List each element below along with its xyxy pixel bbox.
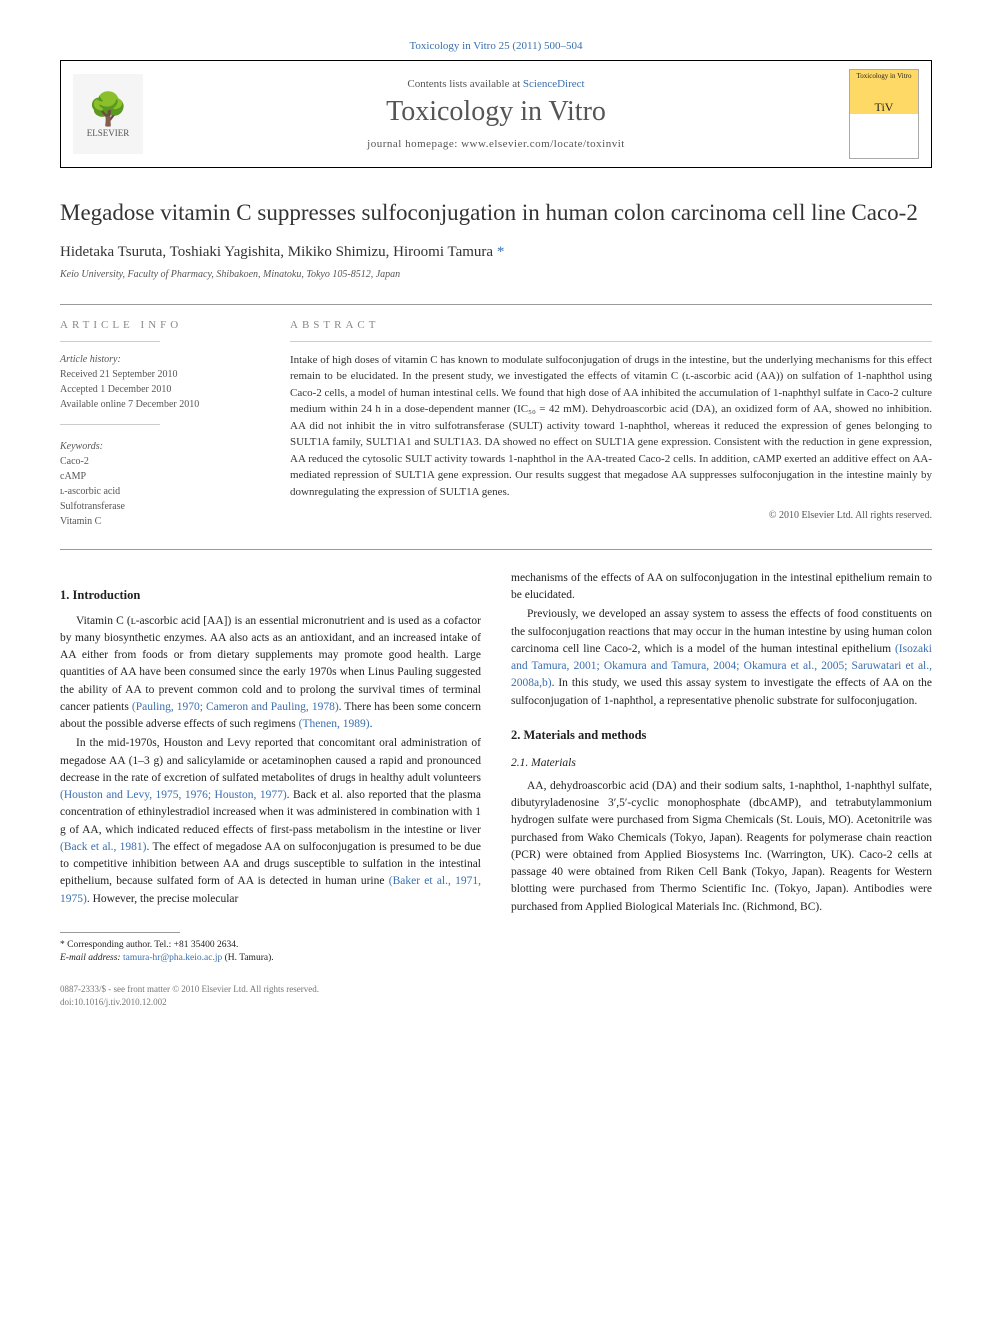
publisher-logo: 🌳 ELSEVIER — [73, 74, 143, 154]
materials-paragraph: AA, dehydroascorbic acid (DA) and their … — [511, 778, 932, 916]
affiliation: Keio University, Faculty of Pharmacy, Sh… — [60, 269, 932, 280]
right-body-column: mechanisms of the effects of AA on sulfo… — [511, 570, 932, 966]
copyright-line: © 2010 Elsevier Ltd. All rights reserved… — [290, 510, 932, 521]
methods-heading: 2. Materials and methods — [511, 726, 932, 745]
journal-homepage: journal homepage: www.elsevier.com/locat… — [143, 138, 849, 150]
corresponding-asterisk[interactable]: * — [497, 244, 505, 260]
history-received: Received 21 September 2010 — [60, 367, 260, 382]
info-divider-bottom — [60, 549, 932, 550]
journal-name: Toxicology in Vitro — [143, 96, 849, 128]
publisher-name: ELSEVIER — [87, 128, 130, 138]
article-info-label: ARTICLE INFO — [60, 319, 260, 331]
doi-line: doi:10.1016/j.tiv.2010.12.002 — [60, 996, 932, 1009]
email-link[interactable]: tamura-hr@pha.keio.ac.jp — [123, 953, 222, 963]
keyword: Vitamin C — [60, 514, 260, 529]
intro-heading: 1. Introduction — [60, 586, 481, 605]
article-info-left: ARTICLE INFO Article history: Received 2… — [60, 319, 260, 529]
citation-link[interactable]: (Thenen, 1989) — [299, 718, 370, 730]
keywords-label: Keywords: — [60, 441, 260, 452]
top-citation[interactable]: Toxicology in Vitro 25 (2011) 500–504 — [60, 40, 932, 52]
intro-paragraph-2: In the mid-1970s, Houston and Levy repor… — [60, 735, 481, 908]
footnote-separator — [60, 932, 180, 933]
history-label: Article history: — [60, 352, 260, 367]
abstract-label: ABSTRACT — [290, 319, 932, 331]
body-columns: 1. Introduction Vitamin C (ʟ-ascorbic ac… — [60, 570, 932, 966]
elsevier-tree-icon: 🌳 — [88, 90, 128, 128]
abstract-column: ABSTRACT Intake of high doses of vitamin… — [290, 319, 932, 529]
intro-paragraph-1: Vitamin C (ʟ-ascorbic acid [AA]) is an e… — [60, 613, 481, 734]
info-divider-top — [60, 304, 932, 305]
keyword: Caco-2 — [60, 454, 260, 469]
citation-link[interactable]: (Houston and Levy, 1975, 1976; Houston, … — [60, 789, 287, 801]
header-center: Contents lists available at ScienceDirec… — [143, 78, 849, 150]
article-title: Megadose vitamin C suppresses sulfoconju… — [60, 198, 932, 228]
corresponding-footnote: * Corresponding author. Tel.: +81 35400 … — [60, 939, 481, 952]
intro-paragraph-3: mechanisms of the effects of AA on sulfo… — [511, 570, 932, 605]
history-online: Available online 7 December 2010 — [60, 397, 260, 412]
abstract-text: Intake of high doses of vitamin C has kn… — [290, 352, 932, 501]
article-info-block: ARTICLE INFO Article history: Received 2… — [60, 319, 932, 529]
bottom-meta: 0887-2333/$ - see front matter © 2010 El… — [60, 983, 932, 1008]
journal-cover-thumbnail: Toxicology in Vitro TiV — [849, 69, 919, 159]
email-footnote: E-mail address: tamura-hr@pha.keio.ac.jp… — [60, 952, 481, 965]
sciencedirect-link[interactable]: ScienceDirect — [523, 78, 585, 90]
keyword: ʟ-ascorbic acid — [60, 484, 260, 499]
cover-tiv-icon: TiV — [852, 100, 916, 115]
left-body-column: 1. Introduction Vitamin C (ʟ-ascorbic ac… — [60, 570, 481, 966]
authors-line: Hidetaka Tsuruta, Toshiaki Yagishita, Mi… — [60, 244, 932, 261]
citation-link[interactable]: (Back et al., 1981) — [60, 841, 147, 853]
intro-paragraph-4: Previously, we developed an assay system… — [511, 606, 932, 710]
history-accepted: Accepted 1 December 2010 — [60, 382, 260, 397]
journal-header: 🌳 ELSEVIER Contents lists available at S… — [60, 60, 932, 168]
contents-line: Contents lists available at ScienceDirec… — [143, 78, 849, 90]
keyword: Sulfotransferase — [60, 499, 260, 514]
keyword: cAMP — [60, 469, 260, 484]
citation-link[interactable]: (Pauling, 1970; Cameron and Pauling, 197… — [132, 701, 339, 713]
issn-line: 0887-2333/$ - see front matter © 2010 El… — [60, 983, 932, 996]
materials-subheading: 2.1. Materials — [511, 755, 932, 772]
